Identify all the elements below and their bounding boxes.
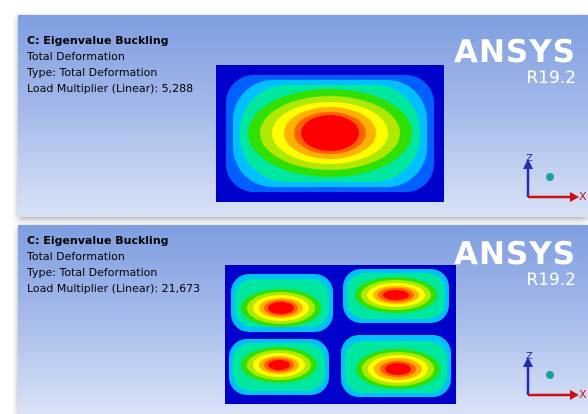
ansys-version: R19.2: [526, 270, 576, 290]
deformation-contour-plot-1[interactable]: [216, 65, 444, 202]
result-type: Type: Total Deformation: [27, 266, 158, 279]
ansys-logo: ANSYS R19.2: [454, 239, 576, 291]
ansys-wordmark: ANSYS: [453, 34, 576, 70]
ansys-wordmark: ANSYS: [453, 236, 576, 272]
origin-sphere-icon: [546, 371, 554, 379]
viewport-mode-1[interactable]: C: Eigenvalue Buckling Total Deformation…: [18, 15, 588, 217]
result-info-1: C: Eigenvalue Buckling Total Deformation…: [27, 33, 193, 97]
result-type: Type: Total Deformation: [27, 66, 158, 79]
triad-x-label: X: [579, 388, 587, 401]
triad-z-label: Z: [526, 351, 533, 362]
deformation-contour-plot-2[interactable]: [225, 265, 456, 404]
load-multiplier: Load Multiplier (Linear): 21,673: [27, 282, 201, 295]
ansys-version: R19.2: [526, 68, 576, 88]
axis-triad-icon[interactable]: Z X: [518, 343, 588, 403]
ansys-logo: ANSYS R19.2: [454, 37, 576, 89]
triad-z-label: Z: [526, 153, 533, 164]
result-name: Total Deformation: [27, 250, 125, 263]
result-name: Total Deformation: [27, 50, 125, 63]
triad-x-label: X: [579, 190, 587, 203]
axis-triad-icon[interactable]: Z X: [518, 145, 588, 205]
result-info-2: C: Eigenvalue Buckling Total Deformation…: [27, 233, 200, 297]
origin-sphere-icon: [546, 173, 554, 181]
analysis-title: C: Eigenvalue Buckling: [27, 234, 169, 247]
load-multiplier: Load Multiplier (Linear): 5,288: [27, 82, 194, 95]
analysis-title: C: Eigenvalue Buckling: [27, 34, 169, 47]
viewport-mode-2[interactable]: C: Eigenvalue Buckling Total Deformation…: [18, 225, 588, 414]
